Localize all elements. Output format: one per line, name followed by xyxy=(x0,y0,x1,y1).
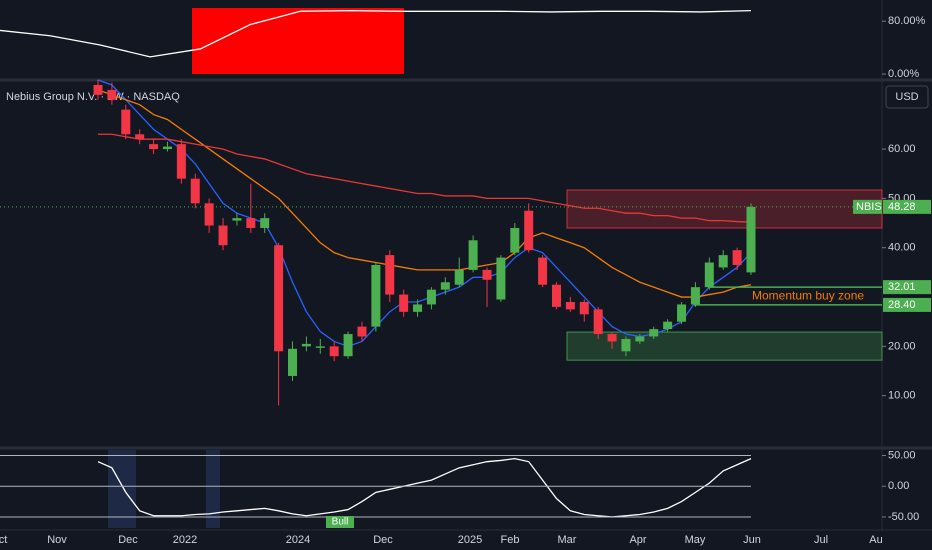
x-tick-label: 2022 xyxy=(173,534,197,546)
candle-body xyxy=(315,346,325,348)
y-tick-label: 50.00 xyxy=(888,449,916,461)
candle-body xyxy=(232,218,242,221)
moving-average xyxy=(98,133,752,223)
candle-body xyxy=(440,282,450,290)
currency-button[interactable] xyxy=(885,85,929,109)
candle-body xyxy=(93,84,103,95)
candle-body xyxy=(704,262,714,288)
price-tag xyxy=(883,297,931,312)
candle-body xyxy=(607,334,617,342)
moving-average xyxy=(97,89,752,298)
oscillator-line xyxy=(97,457,752,518)
signal-tag xyxy=(326,516,354,528)
candle-body xyxy=(482,269,492,280)
candle-body xyxy=(107,89,117,100)
y-tick-label: 80.00% xyxy=(888,15,926,27)
x-tick-label: Dec xyxy=(373,534,393,546)
candle-body xyxy=(218,225,228,246)
candle-body xyxy=(204,203,214,226)
y-tick-label: 20.00 xyxy=(888,340,916,352)
candle-body xyxy=(746,206,756,273)
candle-body xyxy=(162,146,172,150)
candle-body xyxy=(413,304,423,312)
candle-body xyxy=(371,264,381,327)
candle-body xyxy=(524,210,534,251)
x-tick-label: Mar xyxy=(558,534,577,546)
x-tick-label: Dec xyxy=(118,534,138,546)
candle-body xyxy=(176,144,186,179)
oscillator-line xyxy=(0,9,752,58)
y-tick-label: 60.00 xyxy=(888,143,916,155)
candle-body xyxy=(565,301,575,310)
annotation: Momentum buy zone xyxy=(752,288,864,302)
candle-body xyxy=(301,343,311,347)
y-tick-label: 10.00 xyxy=(888,390,916,402)
symbol-tag-label: NBIS xyxy=(856,201,882,213)
zone xyxy=(566,331,883,361)
candle-body xyxy=(246,218,256,228)
symbol-tag xyxy=(853,199,882,214)
moving-average xyxy=(97,79,752,348)
currency-label[interactable]: USD xyxy=(895,91,918,103)
y-tick-label: -50.00 xyxy=(888,511,919,523)
x-tick-label: Apr xyxy=(629,534,646,546)
candle-body xyxy=(690,287,700,305)
x-tick-label: Au xyxy=(869,534,882,546)
candle-body xyxy=(663,321,673,330)
highlight-band xyxy=(206,450,220,528)
candle-body xyxy=(718,255,728,268)
price-tag xyxy=(883,199,931,214)
candle-body xyxy=(496,257,506,300)
candle-body xyxy=(551,284,561,307)
candle-body xyxy=(732,250,742,265)
candle-body xyxy=(468,240,478,270)
candle-body xyxy=(579,301,589,315)
price-tag-label: 48.28 xyxy=(888,201,916,213)
candle-body xyxy=(149,144,159,150)
zone xyxy=(566,189,883,229)
candle-body xyxy=(454,269,464,285)
x-tick-label: Feb xyxy=(501,534,520,546)
candle-body xyxy=(190,178,200,204)
candle-body xyxy=(621,338,631,352)
candle-body xyxy=(677,304,687,322)
x-tick-label: 2025 xyxy=(458,534,482,546)
chart-title: Nebius Group N.V. · 1W · NASDAQ xyxy=(6,91,180,103)
candle-body xyxy=(510,227,520,253)
candle-body xyxy=(385,255,395,295)
price-tag-label: 28.40 xyxy=(888,299,916,311)
candle-body xyxy=(274,245,284,352)
y-tick-label: 0.00% xyxy=(888,68,919,80)
candle-body xyxy=(357,326,367,337)
y-tick-label: 40.00 xyxy=(888,242,916,254)
x-tick-label: May xyxy=(685,534,706,546)
candle-body xyxy=(260,218,270,228)
price-tag xyxy=(883,280,931,295)
candle-body xyxy=(426,289,436,305)
signal-label: Bull xyxy=(332,517,349,528)
candle-body xyxy=(593,309,603,335)
x-tick-label: Nov xyxy=(47,534,67,546)
candle-body xyxy=(399,294,409,312)
y-tick-label: 0.00 xyxy=(888,480,909,492)
candle-body xyxy=(329,346,339,357)
overbought-highlight xyxy=(192,8,404,74)
x-tick-label: Jul xyxy=(814,534,828,546)
x-tick-label: Jun xyxy=(743,534,761,546)
candle-body xyxy=(343,334,353,357)
highlight-band xyxy=(108,450,136,528)
price-tag-label: 32.01 xyxy=(888,281,916,293)
candle-body xyxy=(121,109,131,135)
candle-body xyxy=(288,348,298,376)
candle-body xyxy=(635,336,645,342)
candle-body xyxy=(649,329,659,337)
candle-body xyxy=(135,134,145,140)
x-tick-label: ct xyxy=(0,534,7,546)
candle-body xyxy=(538,257,548,285)
x-tick-label: 2024 xyxy=(286,534,310,546)
